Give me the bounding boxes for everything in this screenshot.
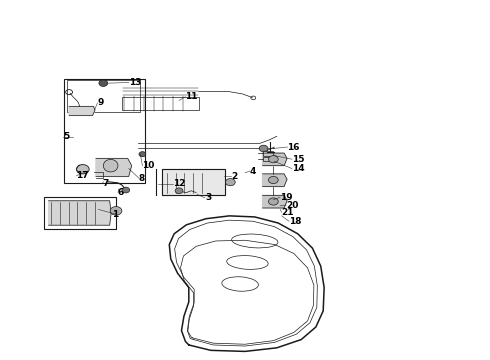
Circle shape bbox=[269, 156, 278, 163]
Text: 17: 17 bbox=[76, 171, 89, 180]
Text: 14: 14 bbox=[292, 164, 304, 173]
Text: 12: 12 bbox=[172, 179, 185, 188]
Circle shape bbox=[269, 176, 278, 184]
Text: 3: 3 bbox=[205, 193, 211, 202]
Text: 9: 9 bbox=[98, 98, 104, 107]
Text: 15: 15 bbox=[292, 155, 304, 164]
Circle shape bbox=[225, 179, 235, 186]
Text: 8: 8 bbox=[139, 174, 145, 183]
Circle shape bbox=[139, 152, 146, 157]
Circle shape bbox=[175, 188, 183, 194]
Circle shape bbox=[122, 187, 130, 193]
Text: 16: 16 bbox=[288, 143, 300, 152]
Text: 10: 10 bbox=[143, 161, 155, 170]
Text: 2: 2 bbox=[231, 172, 238, 181]
Polygon shape bbox=[96, 158, 132, 176]
Text: 4: 4 bbox=[250, 167, 256, 176]
Text: 11: 11 bbox=[185, 92, 198, 101]
Polygon shape bbox=[49, 201, 111, 225]
Text: 13: 13 bbox=[129, 78, 141, 87]
Text: 1: 1 bbox=[112, 210, 119, 219]
Text: 20: 20 bbox=[286, 201, 298, 210]
Text: 5: 5 bbox=[63, 132, 70, 141]
Circle shape bbox=[269, 198, 278, 205]
Polygon shape bbox=[263, 174, 287, 186]
Text: 18: 18 bbox=[289, 217, 301, 226]
Polygon shape bbox=[162, 169, 225, 195]
Text: 19: 19 bbox=[280, 193, 293, 202]
Ellipse shape bbox=[103, 159, 118, 172]
Text: 21: 21 bbox=[282, 208, 294, 217]
Circle shape bbox=[110, 207, 122, 215]
Polygon shape bbox=[263, 153, 287, 166]
Text: 7: 7 bbox=[102, 179, 109, 188]
Circle shape bbox=[259, 145, 268, 152]
Text: 6: 6 bbox=[118, 188, 124, 197]
Polygon shape bbox=[69, 107, 95, 116]
Polygon shape bbox=[263, 195, 287, 208]
Circle shape bbox=[99, 80, 108, 86]
Circle shape bbox=[76, 165, 89, 174]
